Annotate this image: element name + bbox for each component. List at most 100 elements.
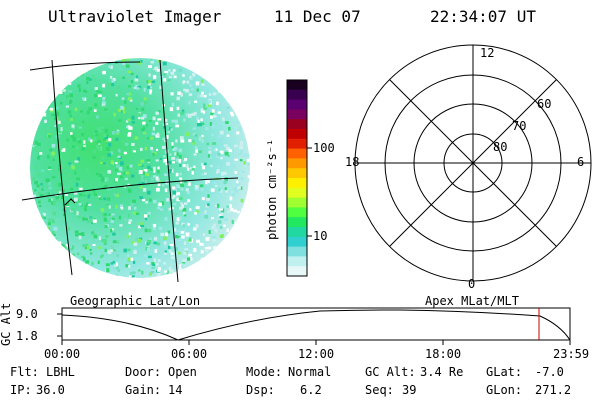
uv-pixel [138, 225, 142, 229]
uv-pixel [140, 217, 145, 220]
uv-pixel [147, 190, 151, 195]
uv-pixel [192, 140, 195, 143]
uv-pixel [117, 149, 121, 153]
uv-pixel [169, 249, 172, 253]
uv-pixel [112, 249, 116, 252]
uv-pixel [179, 136, 184, 140]
uv-pixel [182, 81, 185, 85]
uv-pixel [155, 121, 159, 125]
uv-pixel [115, 190, 119, 195]
uv-pixel [180, 202, 183, 206]
uv-pixel [163, 78, 167, 82]
uv-pixel [225, 158, 229, 162]
uv-pixel [102, 162, 106, 165]
uv-pixel [129, 271, 133, 275]
uv-pixel [235, 121, 239, 124]
uv-pixel [131, 142, 135, 146]
uv-pixel [67, 110, 72, 114]
uv-pixel [69, 179, 73, 183]
uv-pixel [140, 159, 144, 163]
uv-pixel [59, 101, 63, 105]
uv-pixel [195, 210, 200, 213]
uv-pixel [179, 154, 182, 159]
uv-pixel [180, 111, 184, 115]
uv-pixel [102, 70, 106, 75]
uv-pixel [188, 93, 193, 97]
uv-pixel [34, 148, 38, 152]
uv-pixel [152, 223, 157, 228]
uv-pixel [142, 198, 146, 202]
uv-pixel [126, 201, 130, 205]
uv-pixel [163, 155, 166, 158]
uv-pixel [126, 58, 130, 62]
uv-pixel [206, 197, 210, 201]
colorbar-cell [287, 178, 307, 189]
uv-pixel [158, 202, 162, 206]
uv-pixel [65, 243, 69, 248]
uv-pixel [105, 204, 109, 209]
uv-pixel [84, 204, 87, 208]
uv-pixel [152, 263, 156, 267]
uv-pixel [52, 172, 57, 175]
uv-pixel [180, 230, 185, 234]
uv-pixel [212, 239, 217, 242]
uv-pixel [157, 169, 160, 174]
uv-pixel [176, 229, 180, 232]
uv-pixel [183, 202, 188, 205]
uv-pixel [104, 184, 108, 187]
uv-pixel [239, 159, 243, 162]
uv-pixel [157, 118, 162, 121]
uv-pixel [157, 110, 161, 113]
gain-key: Gain: [125, 383, 162, 397]
uv-pixel [236, 183, 240, 187]
uv-pixel [186, 166, 189, 169]
uv-pixel [239, 145, 244, 150]
uv-pixel [202, 233, 206, 237]
uv-pixel [189, 75, 193, 80]
uv-pixel [150, 58, 153, 61]
uv-pixel [147, 211, 151, 215]
uv-pixel [80, 232, 85, 237]
uv-pixel [243, 153, 247, 157]
uv-pixel [159, 157, 162, 160]
colorbar-cell [287, 148, 307, 159]
uv-pixel [171, 156, 176, 160]
uv-pixel [103, 197, 107, 201]
uv-pixel [150, 167, 154, 171]
uv-pixel [46, 154, 50, 159]
uv-pixel [170, 207, 175, 210]
uv-pixel [181, 204, 184, 209]
uv-pixel [110, 65, 113, 69]
uv-pixel [40, 215, 44, 220]
uv-pixel [141, 270, 144, 275]
mlt-label-6: 6 [577, 155, 585, 169]
uv-pixel [146, 73, 150, 76]
uv-pixel [158, 226, 163, 231]
uv-pixel [231, 193, 236, 197]
uv-pixel [165, 122, 169, 125]
uv-pixel [142, 132, 147, 135]
uv-pixel [199, 184, 204, 188]
uv-pixel [46, 192, 51, 195]
uv-pixel [69, 99, 73, 104]
uv-pixel [217, 210, 222, 214]
uv-pixel [83, 140, 86, 144]
uv-pixel [97, 260, 100, 264]
uv-pixel [191, 181, 194, 184]
uv-pixel [81, 147, 85, 151]
uv-pixel [43, 146, 48, 149]
uv-pixel [144, 228, 148, 233]
uv-pixel [233, 187, 238, 191]
uv-pixel [52, 202, 55, 206]
uv-pixel [195, 224, 199, 228]
colorbar-cell [287, 207, 307, 218]
uv-pixel [204, 247, 209, 250]
uv-pixel [170, 252, 174, 256]
uv-pixel [225, 190, 228, 193]
uv-pixel [108, 205, 111, 209]
uv-pixel [98, 129, 102, 134]
uv-pixel [83, 194, 87, 197]
uv-pixel [41, 187, 44, 191]
alt-xtick-1200: 12:00 [298, 347, 335, 361]
uv-pixel [219, 216, 224, 219]
